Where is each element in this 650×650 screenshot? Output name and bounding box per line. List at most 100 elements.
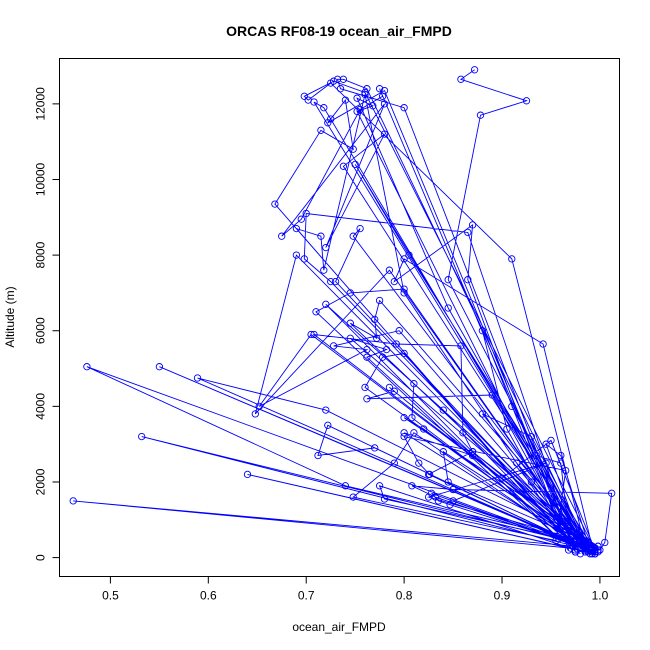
data-point <box>564 536 573 545</box>
data-point <box>527 432 536 441</box>
data-point <box>468 451 477 460</box>
data-point <box>476 111 485 119</box>
data-point <box>251 410 259 418</box>
data-point <box>361 90 369 99</box>
data-point <box>503 425 511 433</box>
data-point <box>341 96 350 104</box>
data-point <box>608 489 616 497</box>
x-tick-label: 0.9 <box>494 589 511 603</box>
data-point <box>539 340 547 348</box>
data-point <box>324 119 332 127</box>
data-point <box>351 160 359 169</box>
data-point <box>392 340 400 348</box>
data-point <box>586 544 594 552</box>
data-point <box>508 255 516 263</box>
data-point <box>400 414 408 422</box>
data-point <box>155 363 164 371</box>
data-point <box>322 300 330 308</box>
data-point <box>378 353 387 361</box>
x-tick-label: 0.6 <box>200 589 217 603</box>
data-point <box>322 243 330 252</box>
data-point <box>444 304 452 312</box>
data-point <box>420 425 428 433</box>
data-point <box>400 255 408 263</box>
data-point <box>371 444 379 452</box>
data-point <box>346 319 354 327</box>
data-point <box>574 542 583 550</box>
data-point <box>586 546 594 554</box>
data-point <box>300 92 308 100</box>
y-axis-label: Altitude (m) <box>3 286 17 347</box>
data-point <box>385 383 394 392</box>
data-point <box>596 546 604 554</box>
x-tick-label: 0.8 <box>396 589 413 603</box>
data-point <box>459 429 467 437</box>
data-point <box>356 224 364 233</box>
data-point <box>586 542 594 550</box>
x-axis: 0.5 0.6 0.7 0.8 0.9 1.0 <box>102 576 609 603</box>
data-point <box>601 538 609 547</box>
data-point <box>385 266 394 274</box>
data-point <box>339 162 348 170</box>
data-point <box>400 429 408 437</box>
data-point <box>405 251 413 259</box>
data-point <box>557 451 565 460</box>
data-point <box>594 542 602 550</box>
data-point <box>522 97 531 105</box>
data-point <box>532 451 540 460</box>
data-point <box>382 345 391 354</box>
data-point <box>566 544 575 552</box>
data-point <box>380 130 389 138</box>
data-point <box>300 255 308 263</box>
data-point <box>333 75 342 83</box>
x-axis-label: ocean_air_FMPD <box>292 620 386 634</box>
data-point <box>349 232 357 240</box>
data-point <box>464 228 472 237</box>
y-axis: 0 2000 4000 6000 8000 10000 12000 <box>34 87 60 561</box>
data-point <box>424 470 433 479</box>
data-point <box>378 92 387 100</box>
data-point <box>271 200 279 208</box>
y-tick-label: 2000 <box>34 468 48 495</box>
data-point <box>314 451 322 460</box>
data-point <box>322 406 330 414</box>
data-point <box>408 482 416 490</box>
data-point <box>581 548 589 556</box>
data-point <box>457 75 465 83</box>
data-point <box>390 459 398 467</box>
data-point <box>349 145 357 153</box>
data-point <box>400 285 408 293</box>
data-point <box>292 251 301 259</box>
data-point <box>243 470 252 479</box>
data-point <box>363 395 371 403</box>
y-tick-label: 4000 <box>34 393 48 420</box>
data-point <box>444 276 452 284</box>
data-point <box>329 77 338 85</box>
data-point <box>449 485 457 494</box>
data-point <box>307 330 315 339</box>
data-point <box>400 432 408 441</box>
y-tick-label: 6000 <box>34 317 48 344</box>
data-point <box>336 85 345 93</box>
data-point <box>439 448 447 456</box>
data-point <box>571 548 580 556</box>
x-tick-label: 0.5 <box>102 589 119 603</box>
data-point <box>371 315 379 324</box>
data-point <box>356 105 364 114</box>
data-point <box>400 289 408 297</box>
data-point <box>312 308 320 316</box>
data-point <box>341 482 350 490</box>
data-point <box>292 224 301 233</box>
data-point <box>390 277 398 286</box>
data-point <box>395 327 403 335</box>
data-point <box>552 536 560 545</box>
data-point <box>444 478 452 486</box>
data-point <box>193 374 202 382</box>
data-point <box>310 330 318 339</box>
data-point <box>302 209 310 218</box>
data-point <box>415 459 423 467</box>
data-point <box>468 221 477 229</box>
data-point <box>562 466 570 475</box>
data-point <box>581 538 589 547</box>
series-group <box>69 66 616 558</box>
